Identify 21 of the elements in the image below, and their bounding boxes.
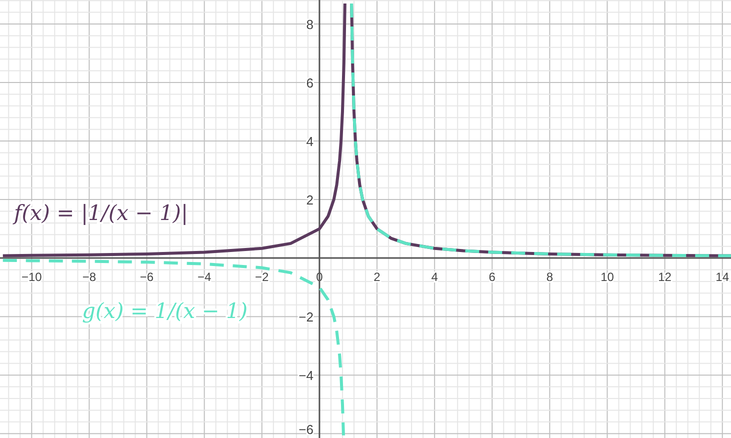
y-tick-label: 6 (306, 76, 314, 91)
y-tick-label: −4 (298, 368, 314, 384)
y-tick-label: 2 (306, 192, 314, 208)
y-tick-label: 8 (306, 16, 314, 32)
y-tick-label: −2 (298, 310, 314, 325)
x-tick-label: 12 (658, 270, 672, 284)
x-tick-label: 10 (600, 270, 614, 284)
x-tick-label: 4 (431, 270, 438, 284)
series-label: g(x) = 1/(x − 1) (82, 299, 248, 323)
y-tick-label: 4 (306, 134, 314, 150)
x-tick-label: 2 (374, 270, 381, 284)
x-tick-label: −2 (255, 270, 270, 284)
series-label: f(x) = |1/(x − 1)| (12, 201, 188, 225)
x-tick-label: −6 (140, 270, 154, 284)
x-tick-label: −4 (197, 270, 212, 284)
y-tick-label: −6 (298, 422, 314, 437)
x-tick-label: 6 (488, 270, 496, 284)
x-tick-label: −10 (21, 270, 42, 284)
x-tick-label: 14 (716, 270, 730, 284)
x-tick-label: −8 (82, 270, 96, 284)
x-tick-label: 8 (546, 270, 554, 284)
